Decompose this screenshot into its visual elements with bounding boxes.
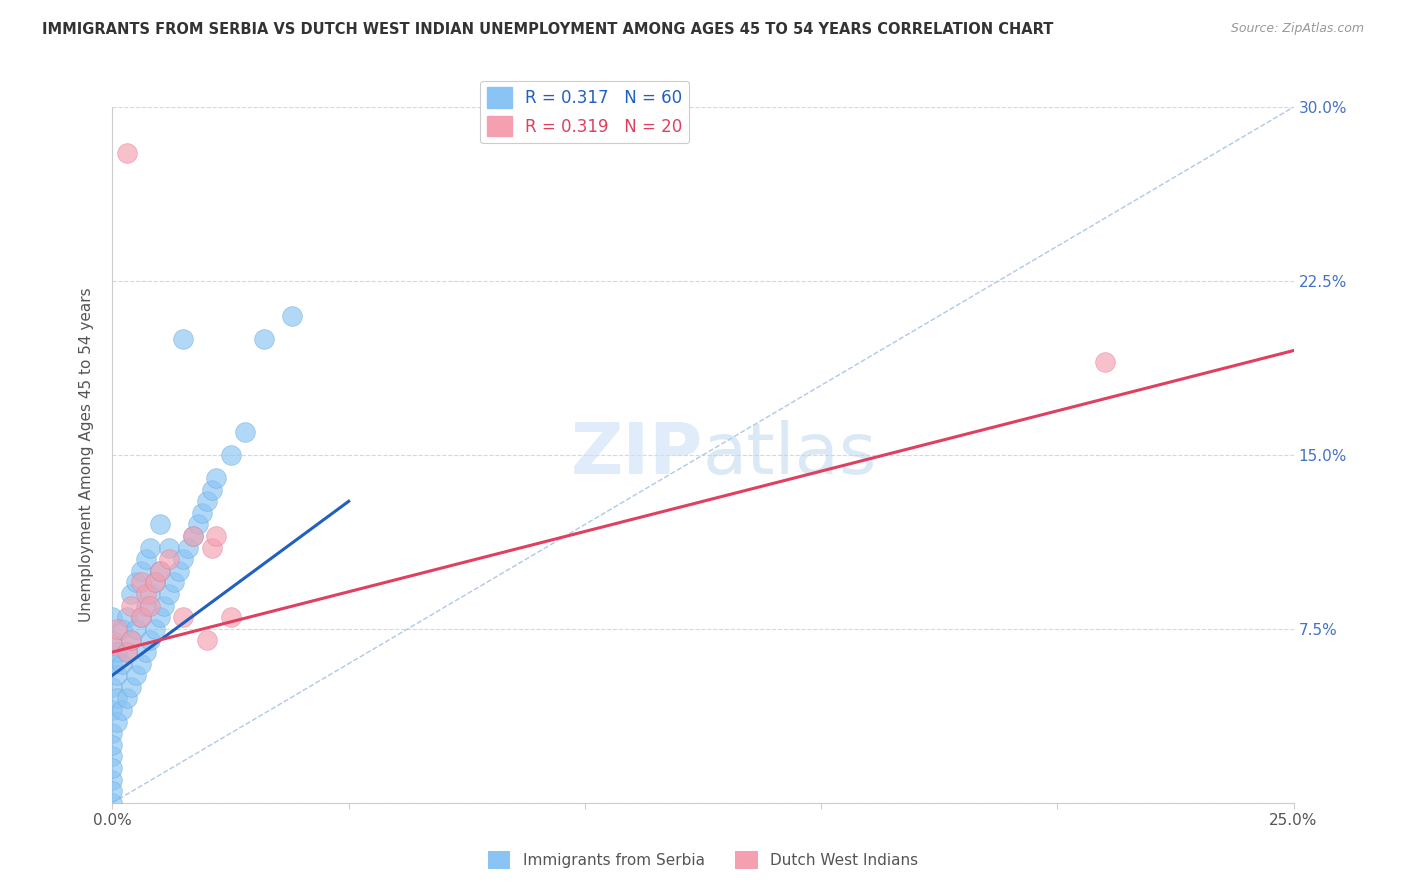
Text: ZIP: ZIP — [571, 420, 703, 490]
Point — [219, 448, 242, 462]
Point — [120, 680, 142, 694]
Point — [163, 575, 186, 590]
Point — [135, 599, 157, 613]
Point — [172, 332, 194, 346]
Point — [101, 638, 124, 652]
Point — [149, 564, 172, 578]
Point — [219, 610, 242, 624]
Point — [115, 146, 138, 161]
Text: IMMIGRANTS FROM SERBIA VS DUTCH WEST INDIAN UNEMPLOYMENT AMONG AGES 45 TO 54 YEA: IMMIGRANTS FROM SERBIA VS DUTCH WEST IND… — [42, 22, 1053, 37]
Point — [139, 633, 162, 648]
Point — [149, 610, 172, 624]
Point — [125, 575, 148, 590]
Point — [111, 657, 134, 671]
Point — [129, 610, 152, 624]
Point — [101, 657, 124, 671]
Point — [120, 599, 142, 613]
Point — [205, 529, 228, 543]
Point — [101, 703, 124, 717]
Point — [101, 796, 124, 810]
Point — [115, 645, 138, 659]
Legend: R = 0.317   N = 60, R = 0.319   N = 20: R = 0.317 N = 60, R = 0.319 N = 20 — [481, 80, 689, 143]
Point — [105, 668, 128, 682]
Point — [101, 633, 124, 648]
Point — [125, 622, 148, 636]
Point — [120, 633, 142, 648]
Point — [153, 599, 176, 613]
Y-axis label: Unemployment Among Ages 45 to 54 years: Unemployment Among Ages 45 to 54 years — [79, 287, 94, 623]
Point — [201, 541, 224, 555]
Point — [129, 657, 152, 671]
Point — [177, 541, 200, 555]
Point — [143, 575, 166, 590]
Point — [191, 506, 214, 520]
Point — [101, 610, 124, 624]
Point — [101, 772, 124, 787]
Point — [205, 471, 228, 485]
Point — [135, 552, 157, 566]
Point — [143, 575, 166, 590]
Point — [139, 587, 162, 601]
Text: Source: ZipAtlas.com: Source: ZipAtlas.com — [1230, 22, 1364, 36]
Point — [181, 529, 204, 543]
Point — [201, 483, 224, 497]
Point — [195, 633, 218, 648]
Point — [129, 575, 152, 590]
Point — [111, 703, 134, 717]
Point — [143, 622, 166, 636]
Point — [233, 425, 256, 439]
Point — [149, 517, 172, 532]
Point — [101, 784, 124, 798]
Point — [105, 622, 128, 636]
Point — [120, 633, 142, 648]
Point — [129, 610, 152, 624]
Point — [172, 552, 194, 566]
Point — [139, 541, 162, 555]
Point — [167, 564, 190, 578]
Legend: Immigrants from Serbia, Dutch West Indians: Immigrants from Serbia, Dutch West India… — [481, 845, 925, 875]
Point — [139, 599, 162, 613]
Point — [115, 610, 138, 624]
Point — [186, 517, 208, 532]
Point — [101, 761, 124, 775]
Point — [105, 645, 128, 659]
Point — [120, 587, 142, 601]
Point — [115, 645, 138, 659]
Text: atlas: atlas — [703, 420, 877, 490]
Point — [157, 552, 180, 566]
Point — [101, 680, 124, 694]
Point — [181, 529, 204, 543]
Point — [253, 332, 276, 346]
Point — [111, 622, 134, 636]
Point — [129, 564, 152, 578]
Point — [135, 645, 157, 659]
Point — [135, 587, 157, 601]
Point — [149, 564, 172, 578]
Point — [105, 714, 128, 729]
Point — [1094, 355, 1116, 369]
Point — [157, 541, 180, 555]
Point — [105, 691, 128, 706]
Point — [101, 749, 124, 764]
Point — [195, 494, 218, 508]
Point — [125, 668, 148, 682]
Point — [115, 691, 138, 706]
Point — [281, 309, 304, 323]
Point — [172, 610, 194, 624]
Point — [101, 738, 124, 752]
Point — [157, 587, 180, 601]
Point — [101, 726, 124, 740]
